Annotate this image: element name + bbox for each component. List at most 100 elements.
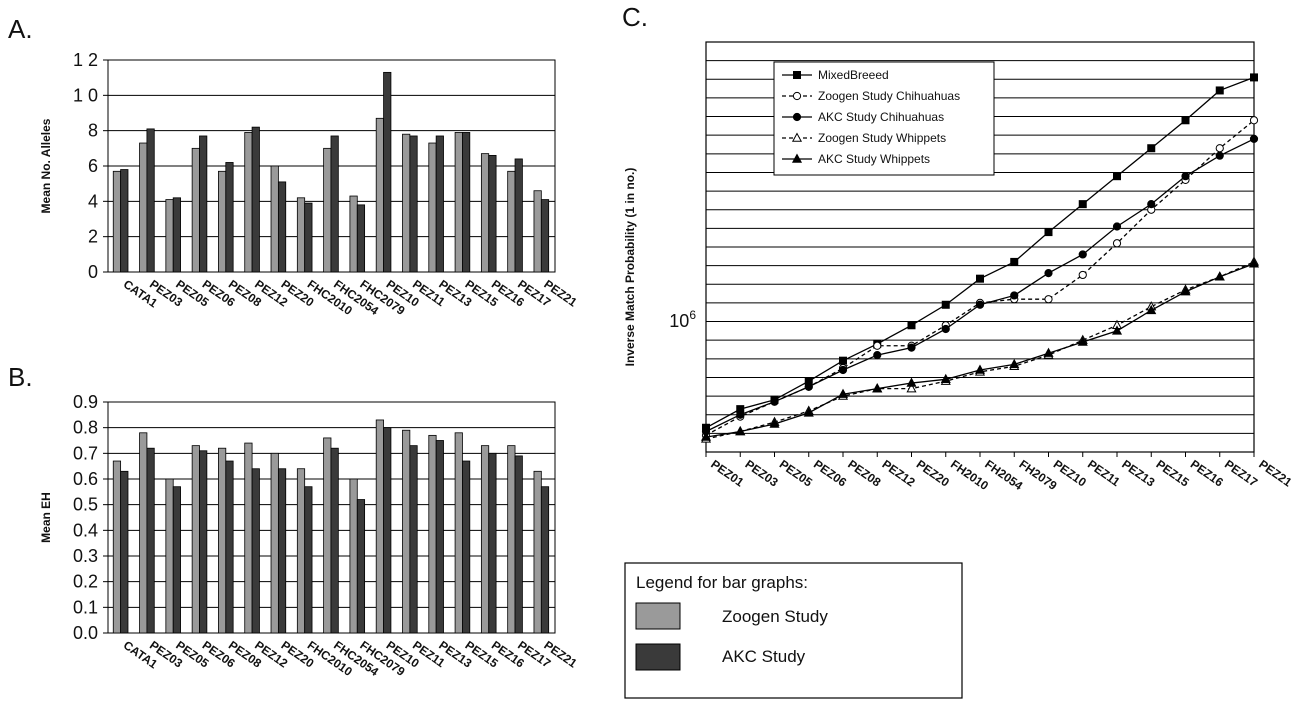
chart-c-point-akc-study-chihuahuas xyxy=(975,300,985,309)
legend-swatch-akc xyxy=(635,643,681,671)
chart-b-bar-akc xyxy=(251,468,260,634)
chart-c-point-mixedbreeed xyxy=(1078,200,1087,209)
chart-a-bar-akc xyxy=(488,154,497,273)
chart-a-ytick-label: 8 xyxy=(88,121,98,141)
chart-b-bar-zoogen xyxy=(165,478,174,634)
chart-b-bar-akc xyxy=(172,486,181,634)
chart-a-bar-akc xyxy=(330,135,339,273)
chart-b-ytick-label: 0.4 xyxy=(73,520,98,540)
chart-b-bar-zoogen xyxy=(244,442,253,634)
chart-c-point-akc-study-chihuahuas xyxy=(907,343,916,352)
chart-c-point-zoogen-study-chihuahuas xyxy=(1112,239,1122,248)
chart-b-bar-akc xyxy=(225,460,234,634)
chart-b-bar-zoogen xyxy=(191,445,200,634)
chart-b-ytick-label: 0.1 xyxy=(73,597,98,617)
panel-c-label: C. xyxy=(622,2,648,32)
chart-c-point-zoogen-study-chihuahuas xyxy=(1249,116,1259,125)
chart-b-bar-akc xyxy=(146,447,155,634)
chart-a-bar-akc xyxy=(356,204,366,273)
chart-c-point-mixedbreeed xyxy=(1010,257,1019,266)
chart-a-bar-zoogen xyxy=(480,153,490,273)
chart-b-ytick-label: 0.2 xyxy=(73,572,98,592)
chart-a-bar-akc xyxy=(251,126,260,273)
chart-c-point-zoogen-study-chihuahuas xyxy=(1215,144,1224,153)
chart-c-inverse-match-probability: 106 Inverse Match Probability (1 in no.) P… xyxy=(623,41,1291,493)
panel-b-label: B. xyxy=(8,362,33,392)
chart-c-ylabel: Inverse Match Probability (1 in no.) xyxy=(623,168,637,367)
bar-legend-frame xyxy=(624,562,963,699)
chart-c-category-label: PEZ15 xyxy=(1154,457,1192,490)
chart-c-point-zoogen-study-chihuahuas xyxy=(1078,270,1087,280)
chart-a-bar-zoogen xyxy=(349,195,358,273)
chart-c-legend-marker xyxy=(791,132,803,142)
chart-c-legend-marker xyxy=(793,71,801,79)
chart-c-point-zoogen-study-whippets xyxy=(906,383,917,393)
chart-c-legend xyxy=(773,61,995,176)
chart-a-bar-akc xyxy=(383,71,392,273)
chart-b-bar-zoogen xyxy=(375,419,384,634)
chart-c-point-akc-study-whippets xyxy=(906,377,917,387)
chart-b-ytick-label: 0.5 xyxy=(73,495,98,515)
chart-b-bar-akc xyxy=(199,450,208,634)
chart-a-ytick-label: 6 xyxy=(88,156,98,176)
chart-b-ytick-label: 0.3 xyxy=(73,546,98,566)
chart-c-point-mixedbreeed xyxy=(1147,144,1156,153)
chart-a-bar-akc xyxy=(120,169,129,273)
chart-c-legend-label: MixedBreeed xyxy=(818,68,889,82)
chart-b-ytick-label: 0.6 xyxy=(73,469,98,489)
chart-a-bar-akc xyxy=(199,135,208,273)
chart-c-category-label: PEZ01 xyxy=(708,457,746,490)
chart-c-category-label: PEZ06 xyxy=(811,457,849,490)
chart-c-point-akc-study-chihuahuas xyxy=(941,324,950,334)
chart-c-point-mixedbreeed xyxy=(1113,172,1121,181)
chart-b-ylabel: Mean EH xyxy=(39,492,53,543)
chart-c-category-label: PEZ21 xyxy=(1256,457,1291,490)
chart-a-bar-akc xyxy=(225,162,234,273)
chart-c-category-label: PEZ13 xyxy=(1119,457,1157,490)
chart-c-point-akc-study-chihuahuas xyxy=(736,410,745,419)
chart-c-point-akc-study-chihuahuas xyxy=(1215,151,1224,160)
chart-b-bar-zoogen xyxy=(454,432,463,634)
chart-b-bar-akc xyxy=(488,452,497,634)
chart-b-bar-akc xyxy=(514,455,523,634)
chart-c-point-mixedbreeed xyxy=(907,321,916,330)
chart-c-legend-marker xyxy=(791,153,803,163)
chart-c-point-akc-study-whippets xyxy=(735,425,746,436)
chart-c-point-akc-study-whippets xyxy=(803,407,814,417)
chart-c-point-akc-study-chihuahuas xyxy=(1078,250,1087,259)
chart-a-bar-akc xyxy=(172,197,181,273)
chart-c-point-akc-study-whippets xyxy=(1248,258,1260,268)
chart-a-bar-zoogen xyxy=(244,132,253,273)
chart-a-bar-akc xyxy=(304,202,313,273)
chart-a-bar-zoogen xyxy=(218,170,227,273)
chart-a-bar-zoogen xyxy=(165,199,174,273)
legend-label-akc: AKC Study xyxy=(722,647,806,666)
chart-b-ytick-label: 0.7 xyxy=(73,443,98,463)
chart-c-ytick-label: 106 xyxy=(669,308,696,331)
chart-a-bar-akc xyxy=(277,181,287,273)
chart-c-point-mixedbreeed xyxy=(1215,86,1224,95)
chart-a-ylabel: Mean No. Alleles xyxy=(39,118,53,213)
chart-c-point-akc-study-whippets xyxy=(1146,304,1157,315)
chart-b-bar-akc xyxy=(356,499,366,634)
chart-a-bar-zoogen xyxy=(533,190,542,273)
chart-c-category-label: PEZ17 xyxy=(1222,457,1260,490)
chart-c-category-label: FH2054 xyxy=(982,457,1025,493)
chart-a-bar-zoogen xyxy=(191,147,200,273)
chart-c-point-akc-study-whippets xyxy=(1214,271,1225,281)
chart-a-ytick-label: 2 xyxy=(88,227,98,247)
chart-b-bar-akc xyxy=(277,468,287,634)
chart-b-bar-zoogen xyxy=(112,460,122,634)
chart-c-point-akc-study-chihuahuas xyxy=(1147,200,1156,209)
chart-a-bar-akc xyxy=(435,135,444,273)
chart-c-point-akc-study-chihuahuas xyxy=(1112,222,1122,231)
chart-c-point-akc-study-chihuahuas xyxy=(770,397,779,406)
chart-c-point-mixedbreeed xyxy=(976,274,984,283)
chart-b-ytick-label: 0.8 xyxy=(73,418,98,438)
chart-a-ytick-label: 4 xyxy=(88,191,98,211)
chart-b-bar-zoogen xyxy=(270,452,279,634)
chart-b-bar-zoogen xyxy=(533,470,542,634)
chart-a-bar-akc xyxy=(462,132,471,273)
